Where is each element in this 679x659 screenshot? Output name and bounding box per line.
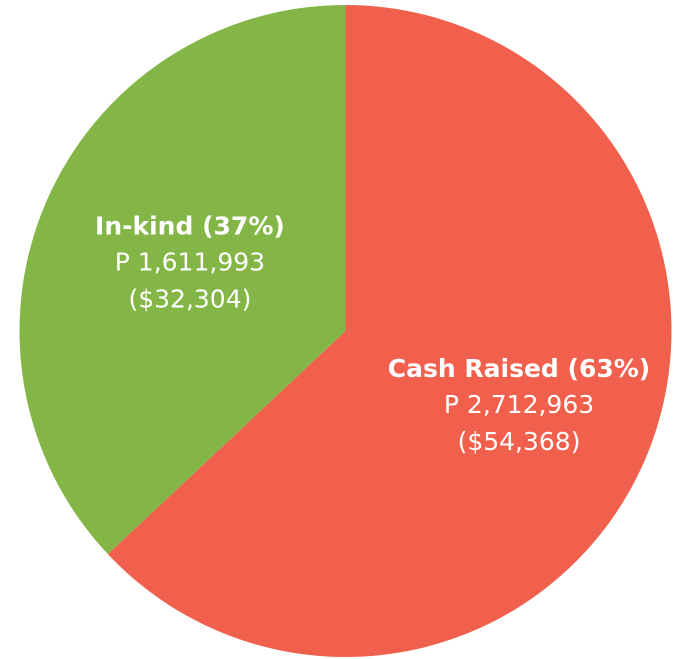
peso-label: P 1,611,993 [115, 248, 265, 277]
value-label: (37%) [202, 212, 285, 241]
pie-slice [19, 5, 346, 555]
peso-label: P 2,712,963 [444, 390, 594, 419]
usd-label: ($54,368) [458, 427, 581, 456]
category-label: In-kind [95, 212, 193, 241]
pie-slice [107, 5, 672, 657]
slice-label: Cash Raised (63%) [388, 354, 650, 383]
category-label: Cash Raised [388, 354, 559, 383]
slice-label: In-kind (37%) [95, 212, 285, 241]
usd-label: ($32,304) [128, 285, 251, 314]
value-label: (63%) [568, 354, 651, 383]
